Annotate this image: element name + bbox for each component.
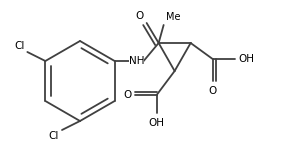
Text: OH: OH (238, 54, 255, 64)
Text: O: O (123, 90, 132, 100)
Text: OH: OH (148, 118, 165, 128)
Text: Cl: Cl (49, 131, 59, 141)
Text: NH: NH (129, 56, 144, 66)
Text: O: O (135, 11, 144, 21)
Text: Me: Me (166, 12, 180, 22)
Text: Cl: Cl (14, 41, 24, 51)
Text: O: O (208, 86, 217, 96)
